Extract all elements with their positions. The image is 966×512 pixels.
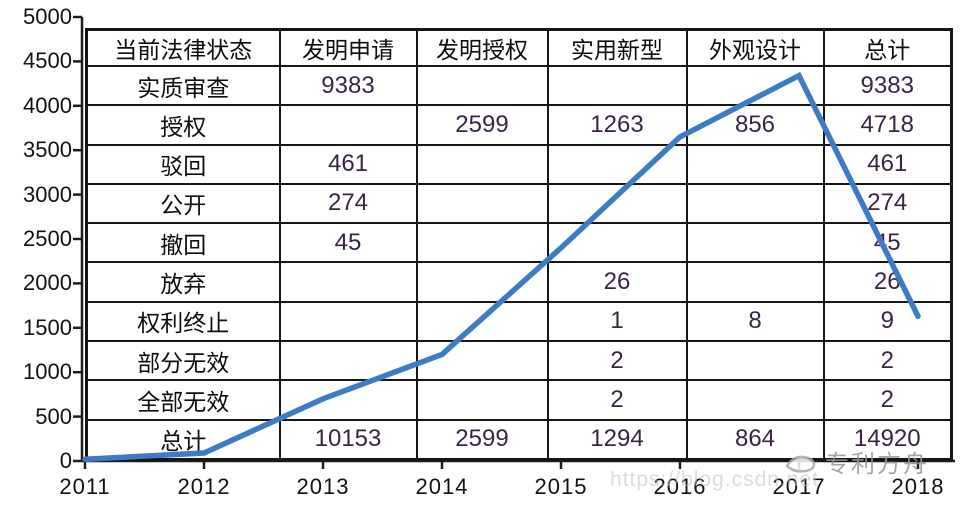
- value-cell: 9383: [822, 64, 953, 107]
- value-cell: 274: [822, 182, 953, 225]
- value-cell: 9383: [278, 64, 418, 107]
- value-cell: [278, 104, 418, 146]
- value-cell: [685, 339, 825, 382]
- table-header-cell: 发明申请: [278, 28, 418, 67]
- row-label-cell: 撤回: [85, 222, 281, 264]
- value-cell: [415, 64, 549, 107]
- value-cell: [415, 300, 549, 342]
- value-cell: 1263: [546, 104, 688, 146]
- row-label-cell: 总计: [85, 418, 281, 461]
- value-cell: [415, 182, 549, 225]
- value-cell: 461: [822, 143, 953, 185]
- value-cell: [415, 339, 549, 382]
- table-row: 实质审查 9383 9383: [85, 64, 953, 107]
- value-cell: [415, 143, 549, 185]
- row-label-cell: 部分无效: [85, 339, 281, 382]
- value-cell: [278, 379, 418, 421]
- y-tick-label: 1500: [23, 314, 72, 340]
- value-cell: 4718: [822, 104, 953, 146]
- value-cell: 1294: [546, 418, 688, 461]
- x-tick-label: 2014: [415, 474, 469, 499]
- value-cell: 45: [822, 222, 953, 264]
- value-cell: [685, 261, 825, 303]
- value-cell: 2: [822, 339, 953, 382]
- value-cell: 856: [685, 104, 825, 146]
- row-label-cell: 全部无效: [85, 379, 281, 421]
- value-cell: [546, 222, 688, 264]
- table-header-row: 当前法律状态 发明申请 发明授权 实用新型 外观设计 总计: [85, 28, 953, 67]
- table-row: 授权 2599 1263 856 4718: [85, 104, 953, 146]
- brand-watermark: 专利方舟: [783, 444, 929, 479]
- y-tick-label: 1000: [23, 359, 72, 385]
- value-cell: 8: [685, 300, 825, 342]
- x-tick-label: 2018: [891, 474, 945, 499]
- value-cell: 2599: [415, 104, 549, 146]
- row-label-cell: 实质审查: [85, 64, 281, 107]
- table-row: 全部无效 2 2: [85, 379, 953, 421]
- value-cell: [278, 261, 418, 303]
- y-tick-label: 2000: [23, 270, 72, 296]
- value-cell: 461: [278, 143, 418, 185]
- value-cell: [685, 143, 825, 185]
- row-label-cell: 授权: [85, 104, 281, 146]
- table-header-cell: 外观设计: [685, 28, 825, 67]
- y-tick-label: 5000: [23, 4, 72, 29]
- row-label-cell: 权利终止: [85, 300, 281, 342]
- value-cell: 26: [822, 261, 953, 303]
- brand-watermark-text: 专利方舟: [825, 451, 929, 478]
- value-cell: [685, 379, 825, 421]
- table-header-cell: 发明授权: [415, 28, 549, 67]
- value-cell: [278, 339, 418, 382]
- x-tick-label: 2013: [296, 474, 350, 499]
- value-cell: 2: [822, 379, 953, 421]
- value-cell: [685, 182, 825, 225]
- x-tick-label: 2016: [653, 474, 707, 499]
- y-tick-label: 4500: [23, 48, 72, 74]
- x-tick-label: 2017: [772, 474, 826, 499]
- table-header-cell: 当前法律状态: [85, 28, 281, 67]
- value-cell: [415, 222, 549, 264]
- url-watermark: https://blog.csdn.net: [610, 468, 819, 491]
- table-header-cell: 实用新型: [546, 28, 688, 67]
- table-row: 部分无效 2 2: [85, 339, 953, 382]
- value-cell: 1: [546, 300, 688, 342]
- y-tick-label: 0: [59, 448, 72, 473]
- ark-boat-logo-icon: [785, 455, 816, 473]
- legal-status-table: 当前法律状态 发明申请 发明授权 实用新型 外观设计 总计 实质审查 9383 9383 授权 2…: [85, 28, 953, 461]
- table-row: 权利终止 1 8 9: [85, 300, 953, 342]
- value-cell: 45: [278, 222, 418, 264]
- y-tick-label: 3500: [23, 137, 72, 163]
- value-cell: 26: [546, 261, 688, 303]
- value-cell: 2599: [415, 418, 549, 461]
- y-tick-label: 4000: [23, 92, 72, 118]
- value-cell: [278, 300, 418, 342]
- value-cell: 9: [822, 300, 953, 342]
- row-label-cell: 放弃: [85, 261, 281, 303]
- table-row: 放弃 26 26: [85, 261, 953, 303]
- value-cell: [546, 182, 688, 225]
- value-cell: 2: [546, 339, 688, 382]
- row-label-cell: 驳回: [85, 143, 281, 185]
- y-tick-label: 500: [35, 403, 72, 429]
- value-cell: 274: [278, 182, 418, 225]
- value-cell: [546, 143, 688, 185]
- value-cell: [685, 222, 825, 264]
- x-tick-label: 2015: [534, 474, 588, 499]
- value-cell: 2: [546, 379, 688, 421]
- y-tick-label: 3000: [23, 181, 72, 207]
- value-cell: [415, 379, 549, 421]
- value-cell: 10153: [278, 418, 418, 461]
- value-cell: [415, 261, 549, 303]
- table-row: 驳回 461 461: [85, 143, 953, 185]
- value-cell: [685, 64, 825, 107]
- table-row: 撤回 45 45: [85, 222, 953, 264]
- value-cell: [546, 64, 688, 107]
- y-tick-label: 2500: [23, 226, 72, 251]
- table-row: 公开 274 274: [85, 182, 953, 225]
- x-tick-label: 2011: [59, 474, 111, 499]
- x-tick-label: 2012: [177, 474, 231, 499]
- row-label-cell: 公开: [85, 182, 281, 225]
- table-header-cell: 总计: [822, 28, 953, 67]
